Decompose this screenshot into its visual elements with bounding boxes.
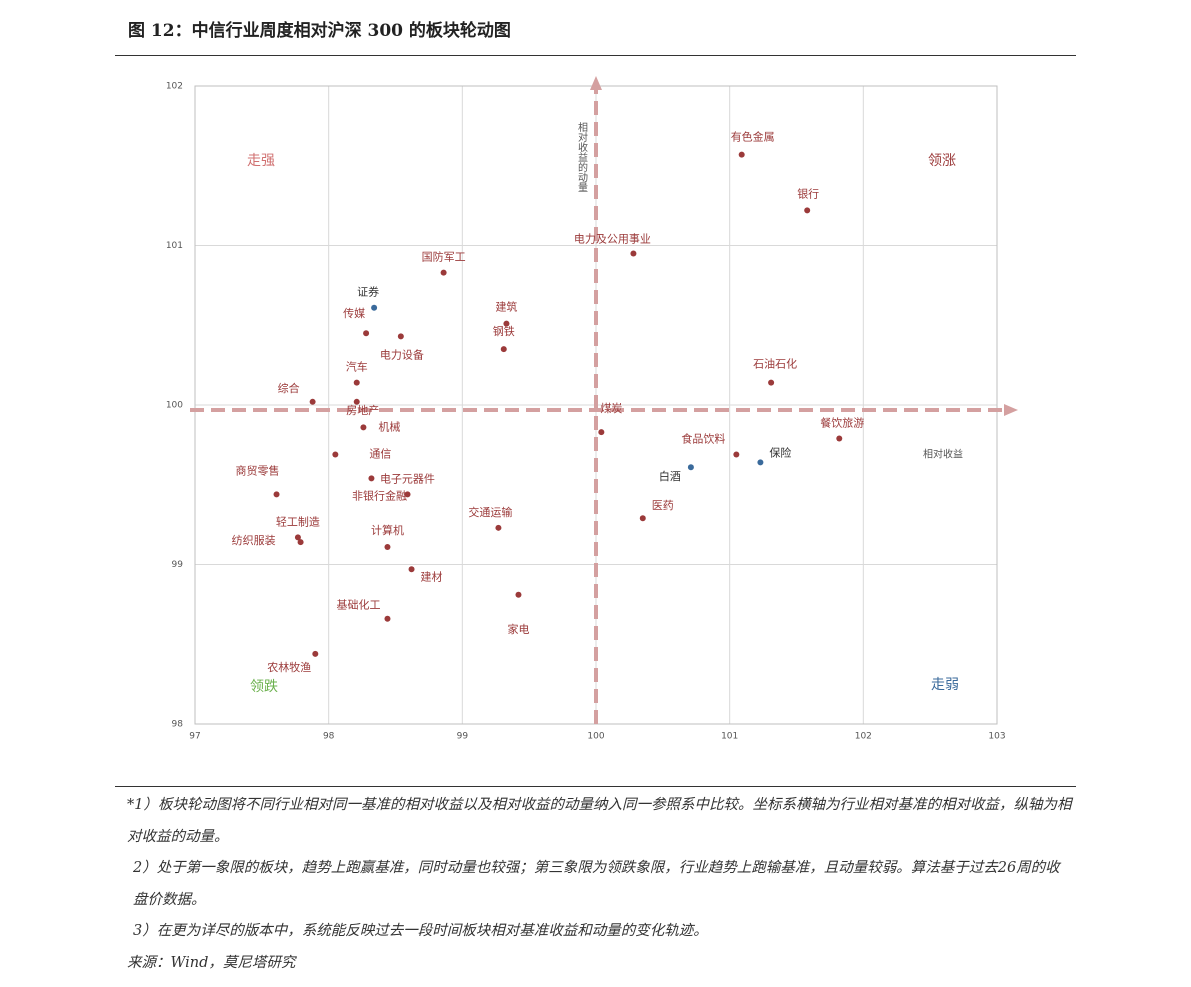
point-label: 综合 bbox=[278, 381, 300, 395]
notes: *1）板块轮动图将不同行业相对同一基准的相对收益以及相对收益的动量纳入同一参照系… bbox=[127, 790, 1072, 979]
point bbox=[309, 398, 316, 405]
point bbox=[332, 451, 339, 458]
y-tick-label: 100 bbox=[166, 401, 183, 411]
point bbox=[768, 379, 775, 386]
point-label: 纺织服装 bbox=[232, 533, 276, 547]
point-label: 电力及公用事业 bbox=[574, 232, 651, 245]
point-label: 煤炭 bbox=[600, 402, 622, 415]
point-label: 电子元器件 bbox=[380, 472, 435, 485]
point bbox=[495, 524, 502, 531]
point-label: 食品饮料 bbox=[681, 431, 725, 445]
x-tick-label: 102 bbox=[855, 732, 872, 742]
point-label: 建筑 bbox=[495, 300, 517, 314]
point-label: 非银行金融 bbox=[352, 488, 407, 502]
rule bbox=[115, 786, 1076, 787]
point-label: 基础化工 bbox=[336, 598, 380, 612]
point-label: 传媒 bbox=[343, 307, 365, 320]
note: *1）板块轮动图将不同行业相对同一基准的相对收益以及相对收益的动量纳入同一参照系… bbox=[127, 797, 1072, 845]
point-label: 电力设备 bbox=[380, 347, 424, 361]
y-tick-label: 99 bbox=[172, 560, 184, 570]
quadrant-label: 走弱 bbox=[931, 677, 959, 693]
point-label: 轻工制造 bbox=[276, 514, 320, 528]
quadrant-label: 领涨 bbox=[928, 153, 956, 169]
point bbox=[368, 475, 375, 482]
point bbox=[408, 566, 415, 573]
point bbox=[363, 330, 370, 337]
quadrant-label: 领跌 bbox=[250, 679, 278, 695]
point-label: 医药 bbox=[652, 499, 674, 512]
point bbox=[757, 459, 764, 466]
point bbox=[503, 320, 510, 327]
point-label: 钢铁 bbox=[493, 325, 515, 338]
point bbox=[371, 304, 378, 311]
point bbox=[804, 207, 811, 214]
point bbox=[294, 534, 301, 541]
point-label: 银行 bbox=[797, 186, 819, 200]
point-label: 国防军工 bbox=[422, 250, 466, 264]
point bbox=[384, 543, 391, 550]
point bbox=[687, 464, 694, 471]
point-label: 家电 bbox=[507, 622, 529, 636]
point-label: 石油石化 bbox=[753, 357, 797, 371]
point bbox=[397, 333, 404, 340]
arrow bbox=[1004, 404, 1018, 416]
quadrant-label: 走强 bbox=[247, 153, 275, 169]
point bbox=[515, 591, 522, 598]
point-label: 交通运输 bbox=[468, 505, 512, 519]
point bbox=[738, 151, 745, 158]
x-tick-label: 103 bbox=[988, 732, 1005, 742]
rule bbox=[115, 55, 1076, 56]
y-tick-label: 98 bbox=[172, 720, 184, 730]
point bbox=[384, 615, 391, 622]
point bbox=[639, 515, 646, 522]
point bbox=[353, 398, 360, 405]
note: 2）处于第一象限的板块，趋势上跑赢基准，同时动量也较强；第三象限为领跌象限，行业… bbox=[133, 860, 1060, 908]
point bbox=[500, 346, 507, 353]
source: 来源：Wind，莫尼塔研究 bbox=[127, 954, 296, 971]
chart-title: 图 12：中信行业周度相对沪深 300 的板块轮动图 bbox=[128, 21, 511, 41]
x-axis-title: 相对收益 bbox=[923, 448, 963, 461]
point-label: 通信 bbox=[369, 447, 391, 460]
x-tick-label: 101 bbox=[721, 732, 738, 742]
y-tick-label: 101 bbox=[166, 241, 183, 251]
point-label: 房地产 bbox=[346, 403, 379, 417]
y-tick-label: 102 bbox=[166, 82, 183, 92]
note: 3）在更为详尽的版本中，系统能反映过去一段时间板块相对基准收益和动量的变化轨迹。 bbox=[133, 923, 708, 939]
point-label: 农林牧渔 bbox=[267, 660, 311, 674]
point bbox=[404, 491, 411, 498]
point-label: 商贸零售 bbox=[236, 463, 280, 477]
point-label: 汽车 bbox=[346, 360, 368, 374]
point-label: 机械 bbox=[378, 419, 400, 433]
point-label: 餐饮旅游 bbox=[820, 415, 864, 429]
point bbox=[836, 435, 843, 442]
point bbox=[440, 269, 447, 276]
point bbox=[733, 451, 740, 458]
x-tick-label: 98 bbox=[323, 732, 335, 742]
y-axis-title: 相对收益的动量 bbox=[576, 121, 588, 192]
point bbox=[353, 379, 360, 386]
x-tick-label: 97 bbox=[189, 732, 200, 742]
point-label: 白酒 bbox=[659, 469, 681, 483]
point bbox=[273, 491, 280, 498]
x-tick-label: 100 bbox=[587, 732, 604, 742]
point bbox=[598, 429, 605, 436]
point bbox=[312, 650, 319, 657]
x-tick-label: 99 bbox=[457, 732, 469, 742]
point-label: 有色金属 bbox=[731, 130, 775, 144]
point-label: 建材 bbox=[421, 569, 443, 583]
arrow bbox=[590, 76, 602, 90]
point bbox=[630, 250, 637, 257]
point-label: 证券 bbox=[357, 285, 379, 299]
point-label: 保险 bbox=[769, 445, 791, 459]
point-label: 计算机 bbox=[371, 523, 404, 537]
chart: 97 98 99 100 101 102 103 98 99 100 101 102 相对收益 相对收益的… bbox=[166, 76, 1018, 742]
point bbox=[297, 539, 304, 546]
point bbox=[360, 424, 367, 431]
